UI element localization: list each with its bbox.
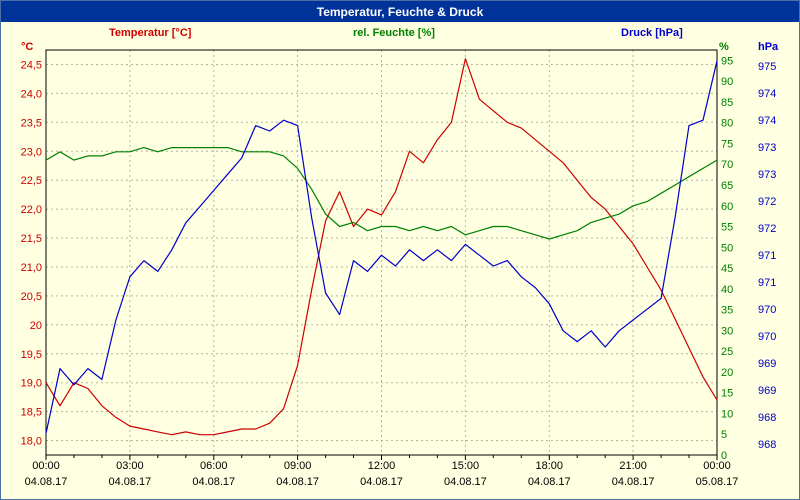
svg-text:5: 5 (721, 429, 727, 441)
svg-text:972: 972 (758, 223, 776, 235)
svg-text:50: 50 (721, 242, 733, 254)
svg-text:65: 65 (721, 180, 733, 192)
svg-text:15:00: 15:00 (452, 460, 480, 472)
svg-text:04.08.17: 04.08.17 (528, 476, 571, 488)
svg-text:00:00: 00:00 (703, 460, 731, 472)
svg-text:973: 973 (758, 169, 776, 181)
svg-text:970: 970 (758, 304, 776, 316)
svg-text:80: 80 (721, 118, 733, 130)
svg-text:04.08.17: 04.08.17 (192, 476, 235, 488)
chart-area: 24,5 24,0 23,5 23,0 22,5 22,0 21,5 21,0 20,5 20 19… (1, 22, 799, 499)
svg-text:972: 972 (758, 196, 776, 208)
svg-text:45: 45 (721, 263, 733, 275)
svg-text:06:00: 06:00 (200, 460, 228, 472)
svg-text:40: 40 (721, 284, 733, 296)
svg-text:970: 970 (758, 331, 776, 343)
svg-text:05.08.17: 05.08.17 (696, 476, 739, 488)
svg-text:24,0: 24,0 (21, 88, 42, 100)
svg-text:21:00: 21:00 (619, 460, 647, 472)
svg-text:20: 20 (30, 320, 42, 332)
svg-text:19,0: 19,0 (21, 378, 42, 390)
svg-text:21,5: 21,5 (21, 233, 42, 245)
svg-text:30: 30 (721, 325, 733, 337)
chart-plot: 24,5 24,0 23,5 23,0 22,5 22,0 21,5 21,0 20,5 20 19… (21, 49, 776, 488)
svg-text:00:00: 00:00 (32, 460, 60, 472)
svg-text:85: 85 (721, 97, 733, 109)
window-titlebar[interactable]: Temperatur, Feuchte & Druck (1, 1, 799, 22)
svg-text:75: 75 (721, 138, 733, 150)
svg-text:22,5: 22,5 (21, 175, 42, 187)
svg-text:968: 968 (758, 439, 776, 451)
svg-text:95: 95 (721, 55, 733, 67)
svg-text:23,5: 23,5 (21, 117, 42, 129)
svg-text:18,0: 18,0 (21, 436, 42, 448)
svg-text:23,0: 23,0 (21, 146, 42, 158)
svg-text:975: 975 (758, 61, 776, 73)
svg-text:22,0: 22,0 (21, 204, 42, 216)
temperature-series-label: Temperatur [°C] (109, 27, 192, 39)
svg-text:04.08.17: 04.08.17 (360, 476, 403, 488)
svg-text:21,0: 21,0 (21, 262, 42, 274)
svg-text:25: 25 (721, 346, 733, 358)
svg-text:973: 973 (758, 142, 776, 154)
svg-text:04.08.17: 04.08.17 (108, 476, 151, 488)
window-title: Temperatur, Feuchte & Druck (316, 4, 484, 19)
svg-text:18,5: 18,5 (21, 407, 42, 419)
svg-text:10: 10 (721, 408, 733, 420)
svg-text:35: 35 (721, 305, 733, 317)
svg-text:04.08.17: 04.08.17 (276, 476, 319, 488)
svg-text:55: 55 (721, 222, 733, 234)
svg-text:60: 60 (721, 201, 733, 213)
svg-text:19,5: 19,5 (21, 349, 42, 361)
svg-text:90: 90 (721, 76, 733, 88)
svg-text:969: 969 (758, 358, 776, 370)
svg-text:15: 15 (721, 388, 733, 400)
svg-text:18:00: 18:00 (535, 460, 563, 472)
svg-text:70: 70 (721, 159, 733, 171)
svg-text:968: 968 (758, 412, 776, 424)
svg-text:04.08.17: 04.08.17 (25, 476, 68, 488)
humidity-series-label: rel. Feuchte [%] (353, 27, 435, 39)
svg-text:969: 969 (758, 385, 776, 397)
svg-text:24,5: 24,5 (21, 59, 42, 71)
svg-text:04.08.17: 04.08.17 (612, 476, 655, 488)
svg-text:20: 20 (721, 367, 733, 379)
svg-text:20,5: 20,5 (21, 291, 42, 303)
svg-text:04.08.17: 04.08.17 (444, 476, 487, 488)
temperature-unit-label: °C (21, 41, 34, 53)
svg-text:971: 971 (758, 250, 776, 262)
pressure-unit-label: hPa (758, 41, 779, 53)
svg-text:971: 971 (758, 277, 776, 289)
svg-text:03:00: 03:00 (116, 460, 144, 472)
pressure-series-label: Druck [hPa] (621, 27, 683, 39)
svg-text:974: 974 (758, 115, 776, 127)
svg-text:09:00: 09:00 (284, 460, 312, 472)
humidity-unit-label: % (719, 41, 729, 53)
svg-text:12:00: 12:00 (368, 460, 396, 472)
svg-text:974: 974 (758, 88, 776, 100)
svg-text:0: 0 (721, 450, 727, 462)
